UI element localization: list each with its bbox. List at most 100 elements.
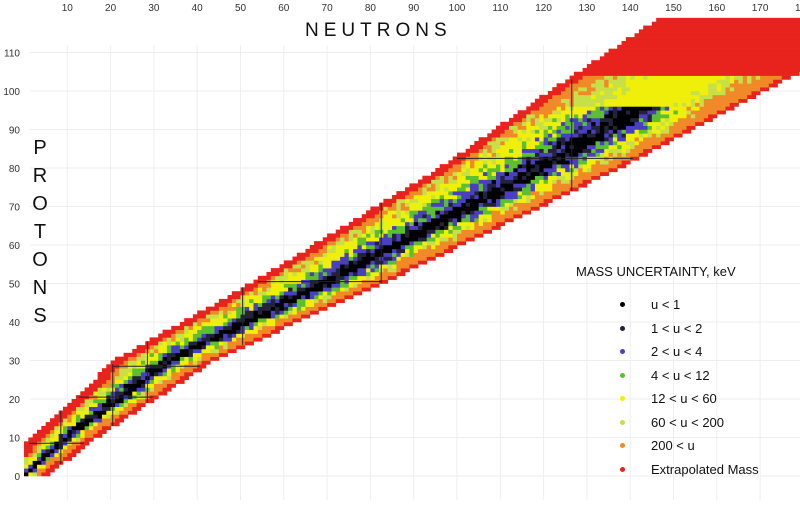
nuclide-cell [444, 202, 449, 207]
nuclide-cell [448, 175, 454, 180]
nuclide-cell [487, 160, 493, 165]
nuclide-cell [495, 202, 501, 207]
nuclide-cell [669, 125, 687, 130]
nuclide-cell [396, 256, 402, 261]
nuclide-cell [560, 179, 570, 184]
x-axis-ticks: 10 20 30 40 50 60 70 80 90 100 110 120 130 140 150 160 1… [62, 3, 800, 14]
nuclide-cell [101, 387, 107, 392]
nuclide-cell [664, 117, 670, 123]
nuclide-cell [71, 433, 77, 438]
nuclide-cell [426, 229, 436, 234]
nuclide-cell [127, 360, 137, 365]
nuclide-cell [599, 129, 605, 134]
nuclide-cell [539, 129, 544, 134]
nuclide-cell [729, 87, 735, 92]
nuclide-cell [101, 383, 111, 388]
nuclide-cell [188, 348, 194, 354]
nuclide-cell [457, 237, 467, 242]
nuclide-cell [158, 372, 163, 377]
nuclide-cell [288, 271, 293, 277]
nuclide-cell [296, 260, 302, 265]
nuclide-cell [686, 125, 696, 130]
nuclide-cell [625, 148, 631, 153]
nuclide-cell [244, 333, 263, 338]
nuclide-cell [578, 129, 588, 134]
nuclide-cell [439, 164, 454, 169]
nuclide-cell [747, 75, 752, 80]
nuclide-cell [275, 310, 280, 315]
nuclide-cell [539, 148, 544, 153]
nuclide-cell [353, 283, 358, 288]
nuclide-cell [469, 225, 475, 230]
nuclide-cell [461, 229, 484, 234]
legend-swatch [620, 443, 625, 449]
nuclide-cell [478, 168, 484, 173]
nuclide-cell [236, 302, 241, 307]
nuclide-cell [379, 264, 389, 269]
nuclide-cell [210, 348, 220, 354]
nuclide-cell [409, 214, 415, 219]
nuclide-cell [595, 141, 601, 146]
nuclide-cell [487, 183, 497, 188]
nuclide-cell [552, 171, 557, 176]
nuclide-cell [478, 194, 484, 200]
nuclide-cell [218, 348, 228, 354]
nuclide-cell [608, 133, 614, 138]
nuclide-cell [140, 375, 146, 381]
nuclide-cell [591, 60, 800, 65]
nuclide-cell [106, 387, 111, 392]
nuclide-cell [162, 387, 172, 392]
nuclide-cell [158, 333, 172, 338]
nuclide-cell [491, 129, 506, 134]
nuclide-cell [543, 121, 562, 126]
nuclide-cell [244, 310, 254, 315]
y-axis-title-letter: T [33, 221, 47, 243]
nuclide-cell [62, 406, 77, 411]
nuclide-cell [513, 148, 523, 153]
nuclide-cell [721, 87, 726, 92]
nuclide-cell [93, 410, 107, 415]
nuclide-cell [526, 160, 532, 165]
nuclide-cell [266, 318, 276, 323]
nuclide-cell [236, 329, 241, 334]
nuclide-cell [218, 329, 237, 334]
nuclide-cell [275, 306, 280, 311]
nuclide-cell [409, 183, 423, 188]
nuclide-cell [599, 91, 605, 96]
nuclide-cell [405, 252, 410, 257]
nuclide-cell [383, 198, 397, 203]
nuclide-cell [201, 345, 207, 350]
nuclide-cell [625, 125, 648, 130]
nuclide-cell [114, 402, 120, 407]
nuclide-cell [292, 306, 298, 311]
nuclide-cell [153, 379, 159, 384]
nuclide-cell [387, 210, 397, 215]
nuclide-cell [136, 345, 150, 350]
nuclide-cell [45, 445, 51, 450]
nuclide-cell [682, 129, 692, 134]
nuclide-cell [444, 187, 449, 192]
nuclide-cell [275, 298, 280, 304]
nuclide-cell [781, 75, 791, 80]
nuclide-cell [379, 210, 389, 215]
nuclide-cell [474, 221, 480, 227]
nuclide-cell [482, 168, 488, 173]
nuclide-cell [145, 341, 159, 346]
nuclide-cell [482, 221, 497, 227]
nuclide-cell [244, 341, 254, 346]
nuclide-cell [517, 125, 527, 130]
nuclide-cell [348, 275, 358, 280]
nuclide-cell [435, 229, 445, 234]
nuclide-cell [123, 360, 129, 365]
nuclide-cell [353, 218, 367, 223]
nuclide-cell [366, 225, 371, 230]
nuclide-cell [608, 144, 618, 150]
nuclide-cell [357, 233, 363, 238]
nuclide-cell [374, 233, 380, 238]
nuclide-cell [392, 225, 397, 230]
nuclide-cell [465, 175, 480, 180]
nuclide-cell [348, 264, 367, 269]
nuclide-cell [249, 306, 254, 311]
nuclide-cell [366, 275, 371, 280]
nuclide-cell [482, 229, 493, 234]
